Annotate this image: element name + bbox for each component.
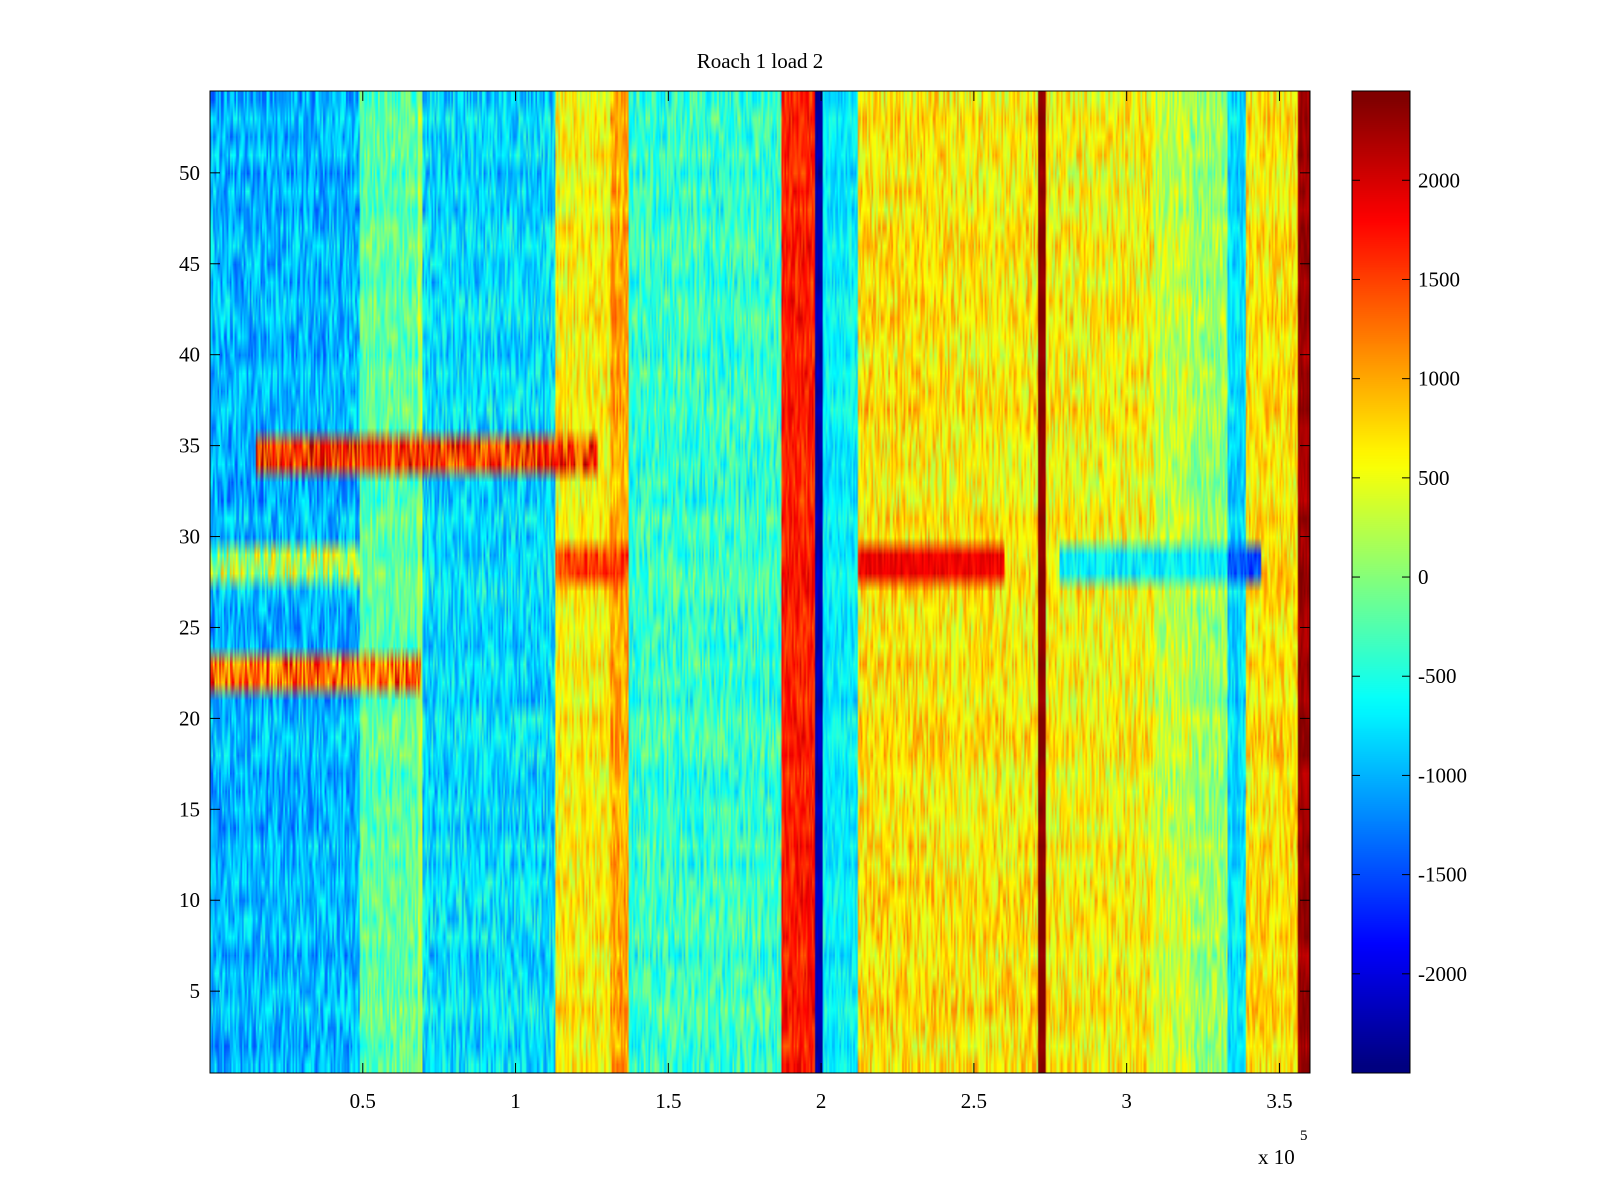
colorbar-frame bbox=[1351, 90, 1411, 1074]
colorbar-tick-label: -500 bbox=[1418, 664, 1457, 688]
heatmap-image bbox=[210, 91, 1310, 1073]
x-tick-label: 2 bbox=[816, 1089, 827, 1113]
colorbar-tick-label: -1500 bbox=[1418, 863, 1467, 887]
y-tick-label: 50 bbox=[179, 161, 200, 185]
x-exponent: x 10 5 bbox=[1258, 1128, 1308, 1169]
colorbar-tick-label: 1000 bbox=[1418, 367, 1460, 391]
y-tick-label: 5 bbox=[190, 979, 201, 1003]
colorbar-ticks: 2000 1500 1000 500 0 -500 -1000 -1500 -2000 bbox=[1352, 168, 1467, 986]
colorbar-tick-label: -1000 bbox=[1418, 763, 1467, 787]
plot-frame bbox=[209, 90, 1311, 1074]
y-tick-label: 45 bbox=[179, 252, 200, 276]
colorbar-tick-label: -2000 bbox=[1418, 962, 1467, 986]
x-tick-label: 1.5 bbox=[655, 1089, 681, 1113]
colorbar-image bbox=[1352, 91, 1410, 1073]
heatmap-area bbox=[209, 90, 1311, 1074]
chart-title: Roach 1 load 2 bbox=[697, 49, 824, 73]
x-exponent-power: 5 bbox=[1300, 1128, 1308, 1144]
colorbar-tick-label: 0 bbox=[1418, 565, 1429, 589]
colorbar-tick-label: 2000 bbox=[1418, 168, 1460, 192]
x-tick-label: 1 bbox=[510, 1089, 521, 1113]
x-tick-label: 2.5 bbox=[961, 1089, 987, 1113]
x-tick-label: 3 bbox=[1121, 1089, 1132, 1113]
x-exponent-label: x 10 bbox=[1258, 1145, 1295, 1169]
y-tick-label: 20 bbox=[179, 706, 200, 730]
y-axis: 5 10 15 20 25 30 35 40 45 50 bbox=[179, 161, 1310, 1003]
y-tick-label: 10 bbox=[179, 888, 200, 912]
y-tick-label: 40 bbox=[179, 343, 200, 367]
y-tick-label: 35 bbox=[179, 434, 200, 458]
y-tick-label: 30 bbox=[179, 525, 200, 549]
x-tick-label: 3.5 bbox=[1266, 1089, 1292, 1113]
x-tick-label: 0.5 bbox=[350, 1089, 376, 1113]
x-axis: 0.5 1 1.5 2 2.5 3 3.5 bbox=[350, 91, 1293, 1113]
y-tick-label: 15 bbox=[179, 797, 200, 821]
colorbar-tick-label: 1500 bbox=[1418, 267, 1460, 291]
y-tick-label: 25 bbox=[179, 615, 200, 639]
colorbar: 2000 1500 1000 500 0 -500 -1000 -1500 -2000 bbox=[1351, 90, 1467, 1074]
colorbar-tick-label: 500 bbox=[1418, 466, 1450, 490]
